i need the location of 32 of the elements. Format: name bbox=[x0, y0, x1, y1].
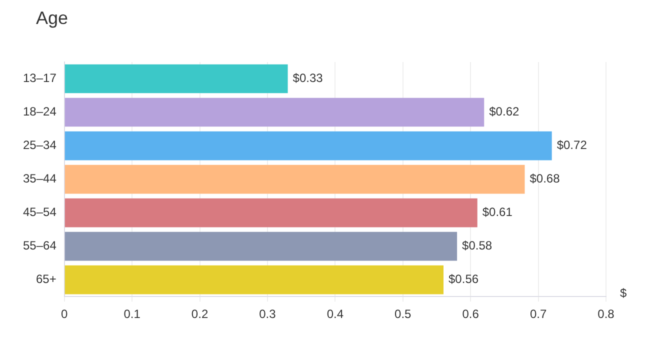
bar bbox=[64, 131, 552, 160]
x-axis-title: $ bbox=[620, 286, 627, 300]
bar bbox=[64, 164, 525, 194]
x-tick-label: 0.6 bbox=[462, 307, 480, 322]
data-label: $0.58 bbox=[462, 238, 492, 253]
x-tick-label: 0.3 bbox=[259, 307, 276, 322]
y-tick-label: 25–34 bbox=[22, 138, 57, 152]
bar bbox=[64, 232, 458, 261]
data-label: $0.72 bbox=[556, 138, 588, 152]
x-tick-label: 0.7 bbox=[530, 307, 547, 322]
x-tick-label: 0 bbox=[61, 307, 68, 322]
data-label: $0.56 bbox=[448, 272, 479, 286]
x-tick-label: 0.1 bbox=[124, 307, 141, 322]
y-tick-label: 13–17 bbox=[22, 71, 57, 86]
y-tick-label: 18–24 bbox=[22, 104, 57, 119]
x-tick-label: 0.5 bbox=[394, 307, 412, 322]
bar bbox=[64, 198, 478, 228]
x-tick-label: 0.2 bbox=[191, 307, 208, 322]
data-label: $0.33 bbox=[292, 71, 324, 86]
data-label: $0.68 bbox=[530, 172, 560, 186]
bar bbox=[64, 64, 288, 94]
y-tick-label: 55–64 bbox=[22, 238, 57, 253]
x-tick-label: 0.4 bbox=[326, 307, 344, 322]
chart-title: Age bbox=[36, 8, 68, 29]
x-tick-label: 0.8 bbox=[598, 307, 615, 322]
y-tick-label: 65+ bbox=[36, 272, 56, 286]
bar bbox=[64, 265, 444, 294]
y-tick-label: 45–54 bbox=[22, 205, 57, 220]
y-tick-label: 35–44 bbox=[22, 172, 57, 186]
bar bbox=[64, 98, 484, 127]
data-label: $0.61 bbox=[482, 205, 513, 220]
data-label: $0.62 bbox=[489, 104, 520, 119]
